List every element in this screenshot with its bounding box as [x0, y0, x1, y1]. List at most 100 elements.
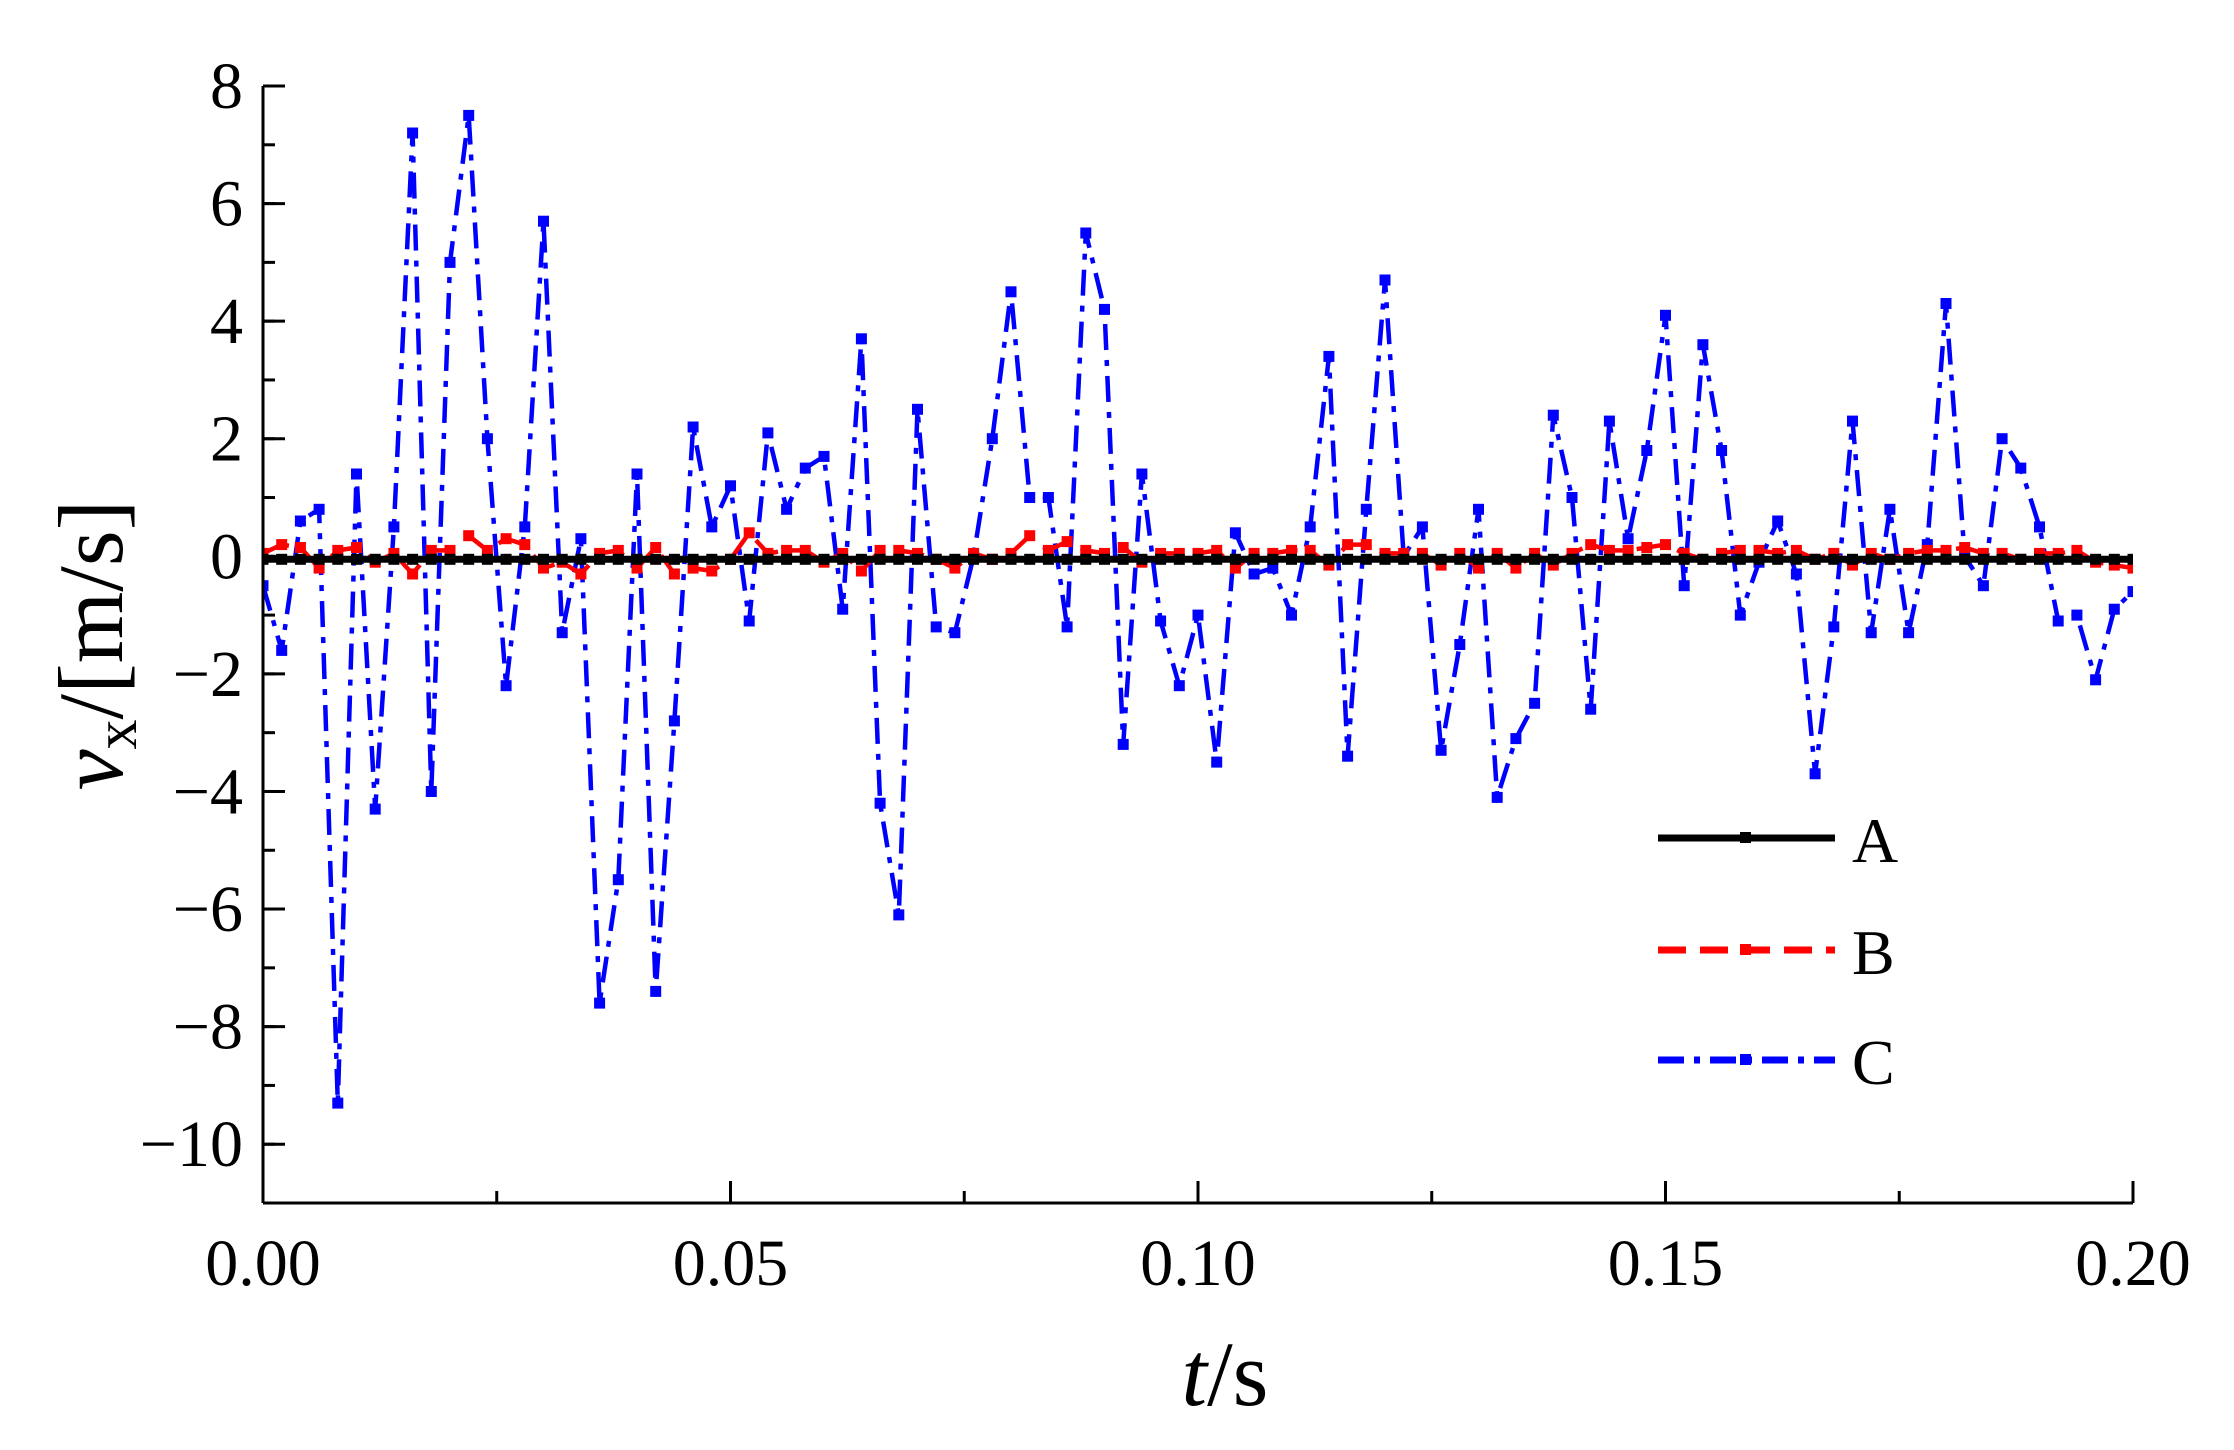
point-c: [1622, 533, 1634, 545]
point-b: [631, 562, 643, 574]
point-b: [388, 547, 400, 559]
point-b: [2108, 559, 2120, 571]
point-a: [481, 553, 493, 565]
point-c: [481, 433, 493, 445]
point-b: [1080, 544, 1092, 556]
point-c: [1435, 744, 1447, 756]
point-a: [2052, 553, 2064, 565]
point-c: [1080, 227, 1092, 239]
point-a: [912, 553, 923, 565]
y-tick-label: −10: [140, 1108, 243, 1181]
point-c: [463, 109, 475, 121]
point-c: [743, 615, 755, 627]
legend-label-b: B: [1852, 917, 1895, 988]
point-c: [2015, 462, 2027, 474]
point-c: [1529, 697, 1541, 709]
point-b: [1173, 547, 1185, 559]
y-tick-label: 8: [210, 50, 243, 123]
point-a: [332, 553, 344, 565]
point-b: [743, 527, 755, 539]
point-a: [1585, 553, 1597, 565]
point-a: [369, 553, 381, 565]
x-tick-label: 0.00: [205, 1227, 321, 1300]
point-c: [1454, 639, 1466, 650]
point-b: [1716, 547, 1728, 559]
point-a: [1884, 553, 1896, 565]
point-b: [425, 544, 437, 556]
point-c: [1136, 468, 1148, 480]
point-a: [1772, 553, 1784, 565]
point-c: [725, 480, 736, 492]
point-c: [799, 462, 811, 474]
point-a: [762, 553, 774, 565]
point-a: [1398, 553, 1410, 565]
point-b: [1678, 547, 1690, 559]
point-a: [1977, 553, 1989, 565]
point-c: [1809, 768, 1821, 780]
x-tick-label: 0.20: [2075, 1227, 2191, 1300]
point-a: [1042, 553, 1054, 565]
point-a: [263, 553, 269, 565]
point-a: [1342, 553, 1354, 565]
point-b: [444, 544, 456, 556]
point-b: [263, 547, 269, 559]
point-c: [1323, 350, 1335, 362]
point-a: [1716, 553, 1728, 565]
point-c: [893, 909, 905, 921]
point-b: [1510, 562, 1522, 574]
point-c: [1379, 274, 1391, 286]
point-a: [463, 553, 475, 565]
point-b: [1529, 547, 1541, 559]
point-c: [1790, 568, 1802, 580]
point-c: [1267, 562, 1279, 574]
point-c: [1603, 415, 1615, 427]
legend-marker-c: [1740, 1054, 1751, 1065]
point-a: [1173, 553, 1185, 565]
point-a: [1940, 553, 1952, 565]
point-b: [1977, 547, 1989, 559]
point-c: [1865, 627, 1877, 639]
point-c: [1042, 492, 1054, 503]
point-a: [668, 553, 680, 565]
point-c: [1473, 503, 1484, 515]
point-b: [500, 533, 512, 545]
point-b: [762, 547, 774, 559]
point-a: [538, 553, 549, 565]
point-b: [874, 544, 886, 556]
point-a: [519, 553, 531, 565]
point-a: [1996, 553, 2008, 565]
point-c: [2052, 615, 2064, 627]
point-a: [444, 553, 456, 565]
point-c: [1286, 609, 1297, 621]
point-b: [2034, 547, 2045, 559]
point-b: [1360, 539, 1372, 551]
point-a: [1641, 553, 1653, 565]
point-b: [1117, 542, 1129, 553]
point-b: [1622, 544, 1634, 556]
point-c: [1192, 609, 1204, 621]
point-a: [1229, 553, 1241, 565]
point-a: [818, 553, 830, 565]
point-a: [1286, 553, 1297, 565]
point-b: [1435, 559, 1447, 571]
point-a: [1435, 553, 1447, 565]
point-a: [799, 553, 811, 565]
point-b: [668, 568, 680, 580]
point-c: [631, 468, 643, 480]
point-b: [1005, 547, 1017, 559]
legend-label-c: C: [1852, 1027, 1895, 1098]
point-b: [612, 544, 624, 556]
point-c: [1061, 621, 1073, 633]
point-a: [425, 553, 437, 565]
point-c: [1005, 286, 1017, 298]
y-tick-label: −4: [173, 755, 243, 828]
point-c: [1660, 309, 1671, 321]
point-b: [1772, 547, 1784, 559]
point-a: [687, 553, 699, 565]
point-c: [912, 403, 923, 415]
point-b: [1959, 542, 1971, 553]
point-c: [556, 627, 568, 639]
point-a: [1211, 553, 1223, 565]
point-b: [538, 562, 549, 574]
